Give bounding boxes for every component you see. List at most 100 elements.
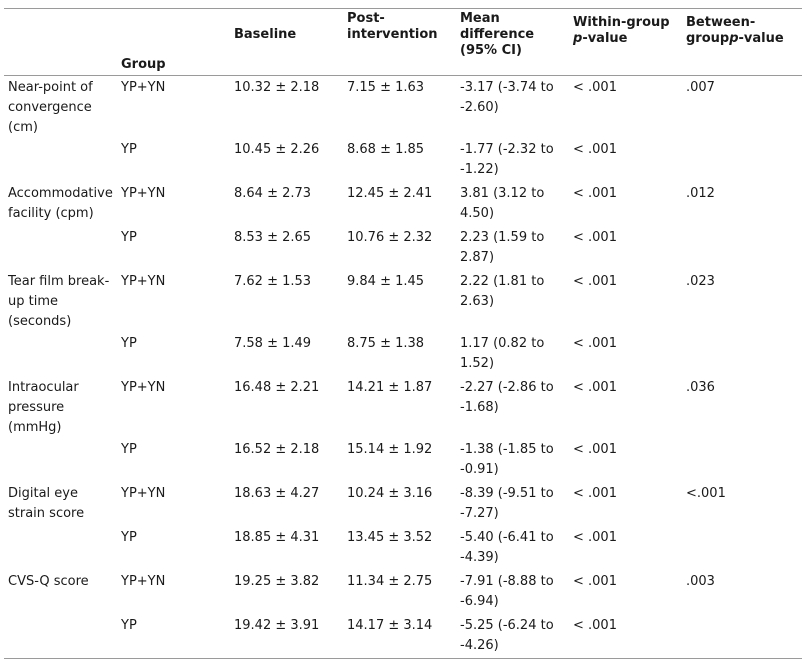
table-row: YP 7.58 ± 1.49 8.75 ± 1.38 1.17 (0.82 to… [4,332,802,376]
mean-difference-cell: -1.38 (-1.85 to -0.91) [460,442,554,477]
measure-cell [4,526,117,570]
group-cell: YP+YN [121,274,166,289]
within-p-cell: < .001 [573,80,617,95]
group-cell: YP [121,230,137,245]
within-p-cell: < .001 [569,614,682,659]
baseline-cell: 16.48 ± 2.21 [234,380,320,395]
mean-difference-cell: 3.81 (3.12 to 4.50) [460,186,545,221]
within-p-cell: < .001 [573,142,617,157]
header-mean-difference: Mean difference (95% CI) [456,8,569,76]
baseline-cell: 18.85 ± 4.31 [234,530,320,545]
group-cell: YP [121,142,137,157]
header-row: Group Baseline Post-intervention Mean di… [4,8,802,76]
table-row: CVS-Q score YP+YN 19.25 ± 3.82 11.34 ± 2… [4,570,802,614]
group-cell: YP [121,442,137,457]
mean-difference-cell: -7.91 (-8.88 to -6.94) [460,574,554,609]
post-cell: 10.76 ± 2.32 [347,230,433,245]
measure-cell: CVS-Q score [8,574,89,589]
within-p-cell: < .001 [573,380,617,395]
baseline-cell: 19.25 ± 3.82 [234,574,320,589]
post-cell: 8.68 ± 1.85 [347,142,425,157]
mean-difference-cell: 2.23 (1.59 to 2.87) [460,230,545,265]
table-header: Group Baseline Post-intervention Mean di… [4,8,802,76]
measure-cell [4,614,117,659]
group-cell: YP+YN [121,186,166,201]
header-between-group-p: Between-groupp-value [682,8,802,76]
measure-cell: Near-point of convergence (cm) [8,80,93,135]
header-within-suffix: -value [582,31,628,46]
group-cell: YP+YN [121,486,166,501]
within-p-cell: < .001 [573,230,617,245]
between-p-cell [682,138,802,182]
mean-difference-cell: -1.77 (-2.32 to -1.22) [460,142,554,177]
baseline-cell: 10.45 ± 2.26 [234,142,320,157]
table-row: Tear film break-up time (seconds) YP+YN … [4,270,802,332]
mean-difference-cell: -3.17 (-3.74 to -2.60) [460,80,554,115]
between-p-cell: .007 [686,80,715,95]
between-p-cell [682,226,802,270]
header-within-group-p: Within-group p-value [569,8,682,76]
group-cell: YP [121,336,137,351]
header-within-p: p [573,31,583,46]
mean-difference-cell: -5.40 (-6.41 to -4.39) [460,530,554,565]
within-p-cell: < .001 [573,530,617,545]
measure-cell [4,226,117,270]
header-measure [4,8,117,76]
table-row: YP 19.42 ± 3.91 14.17 ± 3.14 -5.25 (-6.2… [4,614,802,659]
measure-cell: Accommodative facility (cpm) [8,186,113,221]
table-row: Intraocular pressure (mmHg) YP+YN 16.48 … [4,376,802,438]
within-p-cell: < .001 [573,486,617,501]
between-p-cell [682,332,802,376]
baseline-cell: 8.64 ± 2.73 [234,186,312,201]
baseline-cell: 18.63 ± 4.27 [234,486,320,501]
within-p-cell: < .001 [573,336,617,351]
measure-cell [4,438,117,482]
page: Group Baseline Post-intervention Mean di… [4,8,802,659]
post-cell: 14.17 ± 3.14 [343,614,456,659]
header-group: Group [117,8,230,76]
mean-difference-cell: 1.17 (0.82 to 1.52) [460,336,545,371]
measure-cell: Tear film break-up time (seconds) [8,274,110,329]
baseline-cell: 7.62 ± 1.53 [234,274,312,289]
measure-cell: Intraocular pressure (mmHg) [8,380,79,435]
table-row: YP 8.53 ± 2.65 10.76 ± 2.32 2.23 (1.59 t… [4,226,802,270]
table-row: YP 18.85 ± 4.31 13.45 ± 3.52 -5.40 (-6.4… [4,526,802,570]
table-row: YP 16.52 ± 2.18 15.14 ± 1.92 -1.38 (-1.8… [4,438,802,482]
post-cell: 10.24 ± 3.16 [347,486,433,501]
table-row: Accommodative facility (cpm) YP+YN 8.64 … [4,182,802,226]
between-p-cell: .023 [686,274,715,289]
table-row: Digital eye strain score YP+YN 18.63 ± 4… [4,482,802,526]
table-row: Near-point of convergence (cm) YP+YN 10.… [4,76,802,139]
mean-difference-cell: -8.39 (-9.51 to -7.27) [460,486,554,521]
within-p-cell: < .001 [573,186,617,201]
group-cell: YP+YN [121,574,166,589]
measure-cell: Digital eye strain score [8,486,85,521]
post-cell: 14.21 ± 1.87 [347,380,433,395]
baseline-cell: 10.32 ± 2.18 [234,80,320,95]
table-row: YP 10.45 ± 2.26 8.68 ± 1.85 -1.77 (-2.32… [4,138,802,182]
post-cell: 12.45 ± 2.41 [347,186,433,201]
post-cell: 15.14 ± 1.92 [347,442,433,457]
within-p-cell: < .001 [573,574,617,589]
between-p-cell: .036 [686,380,715,395]
group-cell: YP+YN [121,80,166,95]
between-p-cell [682,526,802,570]
between-p-cell: <.001 [686,486,726,501]
between-p-cell: .012 [686,186,715,201]
baseline-cell: 19.42 ± 3.91 [230,614,343,659]
mean-difference-cell: -5.25 (-6.24 to -4.26) [456,614,569,659]
table-body: Near-point of convergence (cm) YP+YN 10.… [4,76,802,659]
between-p-cell [682,614,802,659]
post-cell: 11.34 ± 2.75 [347,574,433,589]
mean-difference-cell: -2.27 (-2.86 to -1.68) [460,380,554,415]
header-within-prefix: Within-group [573,15,670,30]
header-between-suffix: -value [738,31,784,46]
header-post-intervention: Post-intervention [343,8,456,76]
measure-cell [4,138,117,182]
group-cell: YP [121,530,137,545]
group-cell: YP+YN [121,380,166,395]
post-cell: 13.45 ± 3.52 [347,530,433,545]
between-p-cell: .003 [686,574,715,589]
header-baseline: Baseline [230,8,343,76]
post-cell: 7.15 ± 1.63 [347,80,425,95]
